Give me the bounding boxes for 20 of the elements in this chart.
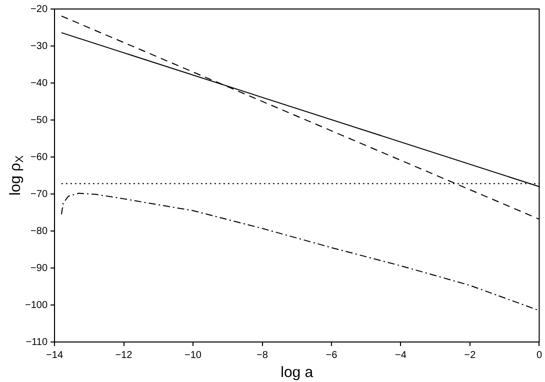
y-tick-label: −60 <box>30 152 48 163</box>
x-tick-label: −8 <box>256 350 268 361</box>
x-tick-label: −2 <box>464 350 476 361</box>
x-tick-label: 0 <box>536 350 542 361</box>
x-axis-title: log a <box>280 364 314 382</box>
y-tick-label: −20 <box>30 4 48 15</box>
x-tick-label: −12 <box>115 350 133 361</box>
y-tick-label: −80 <box>30 226 48 237</box>
y-tick-label: −30 <box>30 40 48 52</box>
y-tick-label: −50 <box>30 114 48 126</box>
y-tick-label: −40 <box>30 78 48 89</box>
y-tick-label: −110 <box>26 336 48 348</box>
y-axis-title: log ρX <box>7 154 26 196</box>
y-tick-label: −100 <box>24 300 48 311</box>
x-tick-label: −6 <box>326 350 338 361</box>
x-tick-label: −14 <box>46 350 64 361</box>
x-tick-label: −4 <box>395 350 407 361</box>
y-tick-label: −90 <box>30 262 48 274</box>
y-tick-label: −70 <box>30 188 48 200</box>
x-tick-label: −10 <box>184 350 202 361</box>
